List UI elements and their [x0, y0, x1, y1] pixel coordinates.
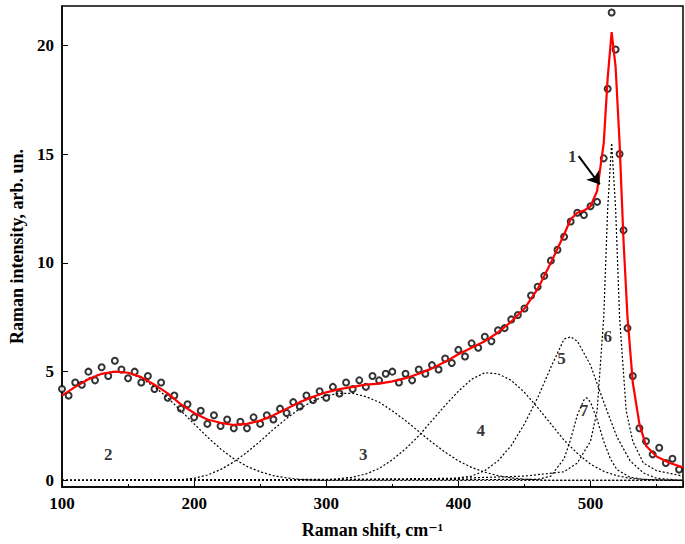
svg-text:6: 6: [603, 327, 612, 346]
svg-text:500: 500: [578, 494, 604, 513]
svg-text:4: 4: [477, 421, 486, 440]
svg-text:1: 1: [568, 147, 577, 166]
svg-text:2: 2: [104, 445, 113, 464]
svg-text:10: 10: [37, 253, 54, 272]
svg-text:0: 0: [46, 471, 55, 490]
svg-text:Raman shift, cm⁻¹: Raman shift, cm⁻¹: [302, 520, 443, 540]
svg-text:3: 3: [359, 445, 368, 464]
svg-text:300: 300: [314, 494, 340, 513]
svg-text:20: 20: [37, 36, 54, 55]
svg-text:7: 7: [580, 401, 589, 420]
svg-text:15: 15: [37, 145, 54, 164]
svg-text:5: 5: [46, 362, 55, 381]
svg-text:5: 5: [557, 349, 566, 368]
svg-text:200: 200: [181, 494, 207, 513]
svg-text:100: 100: [49, 494, 75, 513]
svg-text:Raman intensity, arb. un.: Raman intensity, arb. un.: [7, 149, 27, 344]
svg-text:400: 400: [446, 494, 472, 513]
